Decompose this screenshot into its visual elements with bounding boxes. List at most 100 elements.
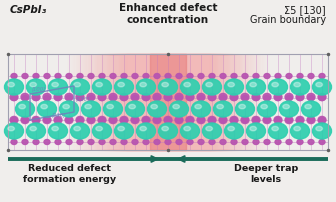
Ellipse shape xyxy=(148,101,167,117)
Ellipse shape xyxy=(319,96,325,101)
Ellipse shape xyxy=(253,74,259,79)
Ellipse shape xyxy=(85,104,91,109)
Ellipse shape xyxy=(154,118,160,122)
Ellipse shape xyxy=(184,82,191,87)
Ellipse shape xyxy=(132,118,138,122)
Ellipse shape xyxy=(88,74,94,79)
Ellipse shape xyxy=(109,116,117,124)
Ellipse shape xyxy=(296,116,304,124)
Ellipse shape xyxy=(131,93,139,101)
Ellipse shape xyxy=(132,74,138,79)
Bar xyxy=(90,54,246,150)
Ellipse shape xyxy=(118,82,124,87)
Ellipse shape xyxy=(165,96,171,101)
Ellipse shape xyxy=(115,123,133,139)
Ellipse shape xyxy=(312,123,332,139)
Ellipse shape xyxy=(294,126,300,131)
Bar xyxy=(95,54,241,150)
Ellipse shape xyxy=(140,82,146,87)
Bar xyxy=(80,54,256,150)
Ellipse shape xyxy=(88,96,94,101)
Ellipse shape xyxy=(82,101,100,117)
Ellipse shape xyxy=(140,126,146,131)
Ellipse shape xyxy=(4,79,24,95)
Ellipse shape xyxy=(274,116,282,124)
Ellipse shape xyxy=(241,93,249,101)
Ellipse shape xyxy=(88,140,94,144)
Ellipse shape xyxy=(136,123,156,139)
Ellipse shape xyxy=(107,104,114,109)
Ellipse shape xyxy=(252,93,260,101)
Bar xyxy=(65,54,271,150)
Ellipse shape xyxy=(129,104,135,109)
Ellipse shape xyxy=(176,118,182,122)
Ellipse shape xyxy=(120,93,128,101)
Ellipse shape xyxy=(220,96,226,101)
Ellipse shape xyxy=(76,116,84,124)
Bar xyxy=(99,54,237,150)
Bar xyxy=(125,54,211,150)
Ellipse shape xyxy=(76,93,84,101)
Bar xyxy=(79,54,257,150)
Bar xyxy=(86,54,250,150)
Bar xyxy=(116,54,220,150)
Ellipse shape xyxy=(22,118,28,122)
Ellipse shape xyxy=(236,101,254,117)
Bar xyxy=(74,54,262,150)
Ellipse shape xyxy=(99,74,105,79)
Ellipse shape xyxy=(71,123,89,139)
Bar xyxy=(98,54,238,150)
Text: Σ5 [130]: Σ5 [130] xyxy=(284,5,326,15)
Ellipse shape xyxy=(220,118,226,122)
Bar xyxy=(108,54,228,150)
Ellipse shape xyxy=(228,82,235,87)
Ellipse shape xyxy=(96,82,102,87)
Ellipse shape xyxy=(203,123,221,139)
Ellipse shape xyxy=(275,74,281,79)
Ellipse shape xyxy=(268,79,288,95)
Ellipse shape xyxy=(164,93,172,101)
Ellipse shape xyxy=(307,116,315,124)
Ellipse shape xyxy=(219,93,227,101)
Ellipse shape xyxy=(8,82,14,87)
Bar xyxy=(62,54,274,150)
Ellipse shape xyxy=(4,123,24,139)
Ellipse shape xyxy=(275,96,281,101)
Ellipse shape xyxy=(143,140,149,144)
Bar xyxy=(64,54,272,150)
Ellipse shape xyxy=(242,96,248,101)
Ellipse shape xyxy=(87,116,95,124)
Ellipse shape xyxy=(286,74,292,79)
Ellipse shape xyxy=(110,140,116,144)
Ellipse shape xyxy=(206,126,212,131)
Ellipse shape xyxy=(275,118,281,122)
Ellipse shape xyxy=(187,74,193,79)
Ellipse shape xyxy=(32,116,40,124)
Bar xyxy=(85,54,251,150)
Ellipse shape xyxy=(115,79,133,95)
Ellipse shape xyxy=(33,74,39,79)
Ellipse shape xyxy=(103,101,123,117)
Ellipse shape xyxy=(203,79,221,95)
Ellipse shape xyxy=(316,126,323,131)
Ellipse shape xyxy=(261,104,267,109)
Ellipse shape xyxy=(165,74,171,79)
Ellipse shape xyxy=(165,140,171,144)
Ellipse shape xyxy=(272,82,279,87)
Bar xyxy=(124,54,212,150)
Ellipse shape xyxy=(242,74,248,79)
Ellipse shape xyxy=(198,96,204,101)
Ellipse shape xyxy=(27,79,45,95)
Ellipse shape xyxy=(297,140,303,144)
Ellipse shape xyxy=(59,101,79,117)
Ellipse shape xyxy=(301,101,321,117)
Ellipse shape xyxy=(22,74,28,79)
Ellipse shape xyxy=(110,118,116,122)
Ellipse shape xyxy=(153,93,161,101)
Text: CsPbI₃: CsPbI₃ xyxy=(10,5,47,15)
Ellipse shape xyxy=(154,140,160,144)
Ellipse shape xyxy=(55,140,61,144)
Ellipse shape xyxy=(52,82,58,87)
Ellipse shape xyxy=(154,74,160,79)
Ellipse shape xyxy=(247,123,265,139)
